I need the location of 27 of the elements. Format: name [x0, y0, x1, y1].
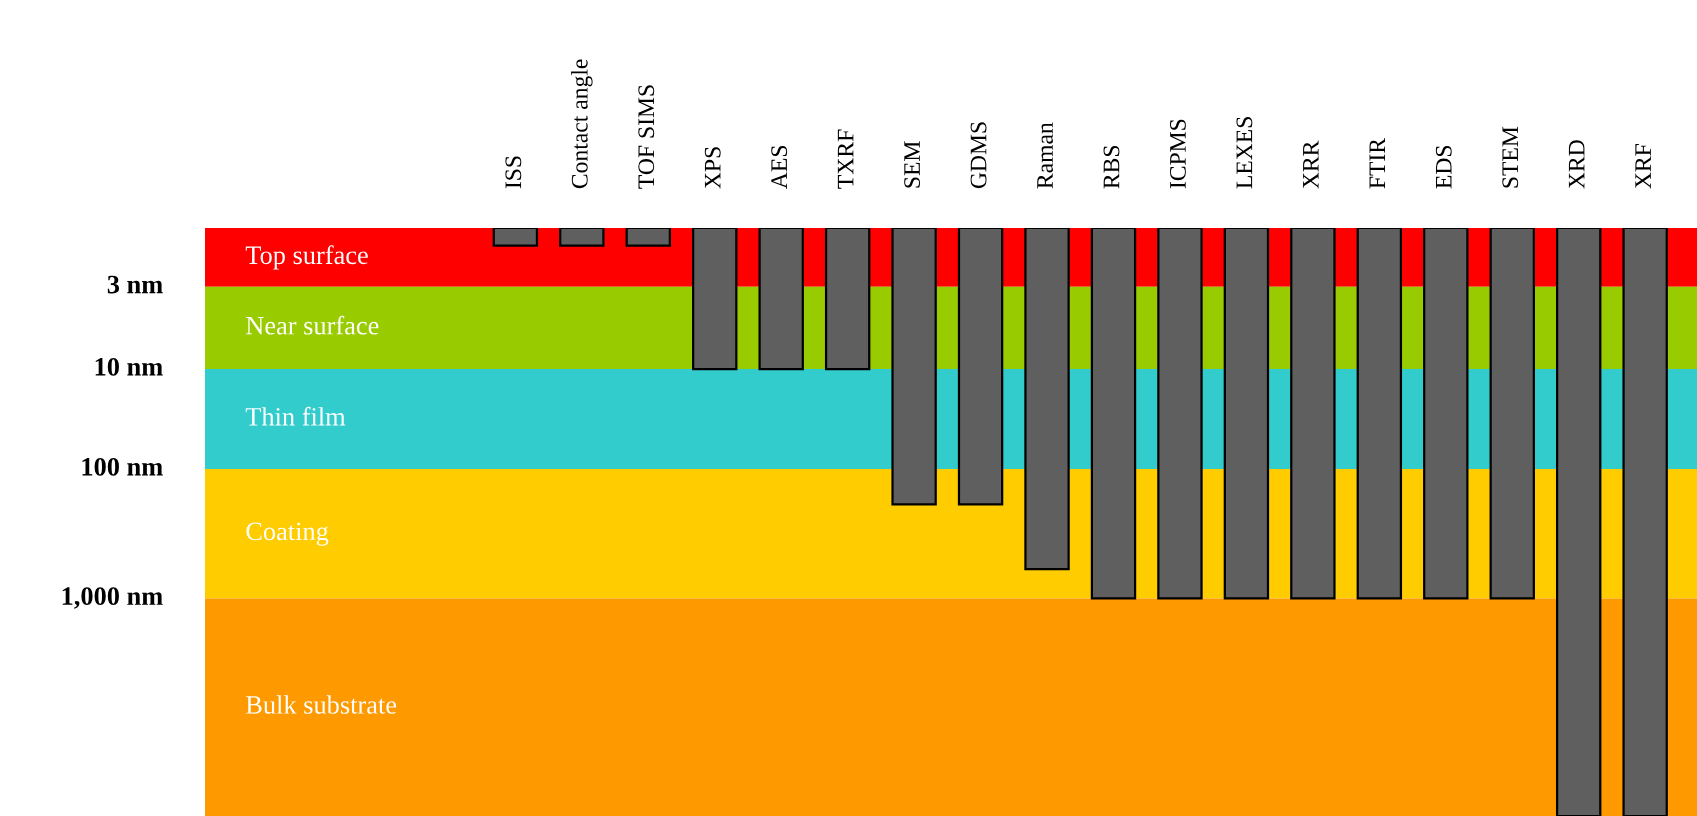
band-label: Top surface [245, 245, 368, 270]
text: 10 nm [95, 357, 163, 376]
x-tick-label: RBS [1103, 145, 1120, 189]
x-tick-label: ISS [505, 156, 522, 189]
x-tick-label: GDMS [970, 122, 987, 189]
band-label: Thin film [245, 406, 346, 426]
x-tick-label: LEXES [1236, 117, 1253, 189]
x-tick-label: Contact angle [571, 59, 593, 189]
x-tick-label: TXRF [837, 129, 854, 189]
x-tick-label: XRF [1635, 144, 1651, 189]
band-label: Bulk substrate [246, 695, 397, 714]
text: 1,000 nm [62, 587, 163, 609]
x-tick-label: TOF SIMS [638, 85, 655, 189]
x-tick-label: ICPMS [1169, 119, 1186, 189]
x-tick-label: EDS [1435, 145, 1452, 189]
band-label: Near surface [246, 315, 379, 335]
band-label: Coating [246, 522, 329, 546]
x-tick-label: Raman [1037, 122, 1053, 189]
x-tick-label: XRD [1568, 140, 1585, 189]
text: 100 nm [82, 457, 163, 476]
x-tick-label: STEM [1502, 126, 1519, 188]
x-tick-label: FTIR [1369, 137, 1385, 189]
text: 3 nm [107, 275, 163, 294]
x-tick-label: XPS [704, 147, 721, 189]
x-tick-label: AES [771, 145, 788, 189]
x-tick-label: XRR [1303, 140, 1319, 189]
x-tick-label: SEM [904, 141, 921, 188]
